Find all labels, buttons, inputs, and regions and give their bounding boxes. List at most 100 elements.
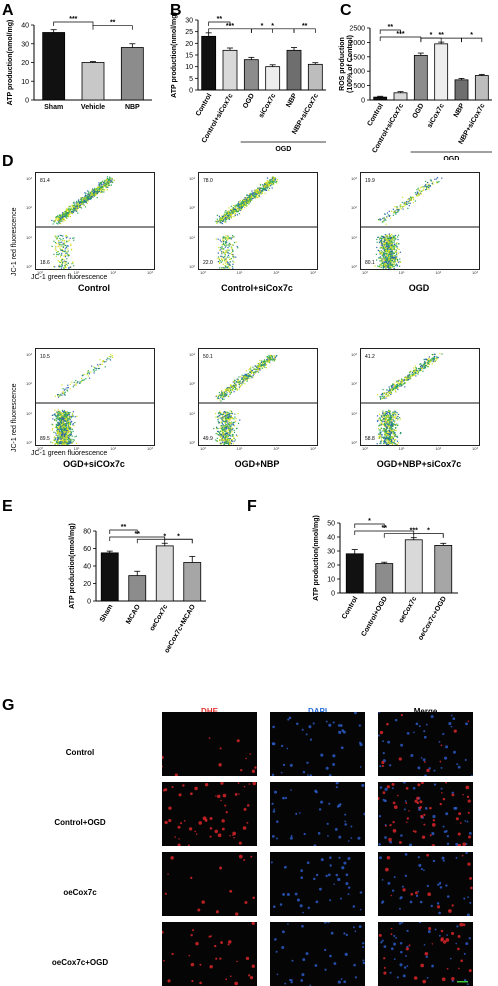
event-dot [240,386,241,387]
event-dot [231,252,232,253]
event-dot [226,427,227,428]
flow-scatter: 78.022.0 [199,173,317,269]
event-dot [233,391,234,392]
event-dot [64,242,65,243]
bar-mcao [129,576,146,601]
event-dot [259,191,260,192]
event-dot [397,412,398,413]
event-dot [244,200,245,201]
event-dot [416,189,417,190]
event-dot [223,396,224,397]
event-dot [79,206,80,207]
event-dot [56,250,57,251]
event-dot [83,201,84,202]
event-dot [220,418,221,419]
event-dot [262,185,263,186]
event-dot [400,207,401,208]
event-dot [255,190,256,191]
flow-y-tick-label: 10² [26,381,32,386]
event-dot [394,246,395,247]
event-dot [230,212,231,213]
event-dot [86,198,87,199]
event-dot [384,265,385,266]
event-dot [229,416,230,417]
event-dot [221,222,222,223]
event-dot [74,206,75,207]
event-dot [216,238,217,239]
x-tick-label: siCox7c [258,92,278,119]
bar-control-sicox7c [223,50,237,90]
event-dot [64,220,65,221]
event-dot [255,368,256,369]
event-dot [385,256,386,257]
panel-label-d: D [2,153,14,171]
event-dot [92,190,93,191]
event-dot [65,256,66,257]
event-dot [409,201,410,202]
event-dot [392,267,393,268]
event-dot [73,386,74,387]
event-dot [86,374,87,375]
flow-scatter: 19.980.1 [361,173,479,269]
event-dot [226,395,227,396]
event-dot [67,441,68,442]
event-dot [260,187,261,188]
event-dot [390,251,391,252]
event-dot [225,235,226,236]
bar-control [202,36,216,90]
event-dot [61,417,62,418]
event-dot [385,242,386,243]
event-dot [235,421,236,422]
event-dot [80,205,81,206]
event-dot [216,428,217,429]
event-dot [227,422,228,423]
event-dot [88,375,89,376]
event-dot [233,434,234,435]
event-dot [391,247,392,248]
event-dot [384,241,385,242]
event-dot [246,195,247,196]
event-dot [388,254,389,255]
event-dot [225,241,226,242]
event-dot [231,209,232,210]
event-dot [436,178,437,179]
event-dot [229,388,230,389]
event-dot [232,237,233,238]
event-dot [69,240,70,241]
event-dot [108,181,109,182]
event-dot [63,213,64,214]
event-dot [247,203,248,204]
event-dot [224,442,225,443]
event-dot [105,366,106,367]
event-dot [436,182,437,183]
event-dot [217,215,218,216]
event-dot [266,356,267,357]
event-dot [228,207,229,208]
event-dot [58,218,59,219]
y-tick-label: 20 [83,581,91,588]
event-dot [82,197,83,198]
event-dot [239,213,240,214]
event-dot [77,381,78,382]
event-dot [224,431,225,432]
event-dot [221,241,222,242]
event-dot [221,252,222,253]
flow-y-tick-label: 10⁰ [189,264,195,269]
significance-label: * [470,32,473,39]
event-dot [61,235,62,236]
event-dot [385,263,386,264]
event-dot [377,265,378,266]
bar-sicox7c [435,44,448,100]
event-dot [238,211,239,212]
event-dot [386,253,387,254]
event-dot [65,429,66,430]
event-dot [70,212,71,213]
event-dot [73,431,74,432]
event-dot [235,206,236,207]
event-dot [56,223,57,224]
event-dot [376,239,377,240]
event-dot [57,395,58,396]
event-dot [64,219,65,220]
event-dot [97,187,98,188]
